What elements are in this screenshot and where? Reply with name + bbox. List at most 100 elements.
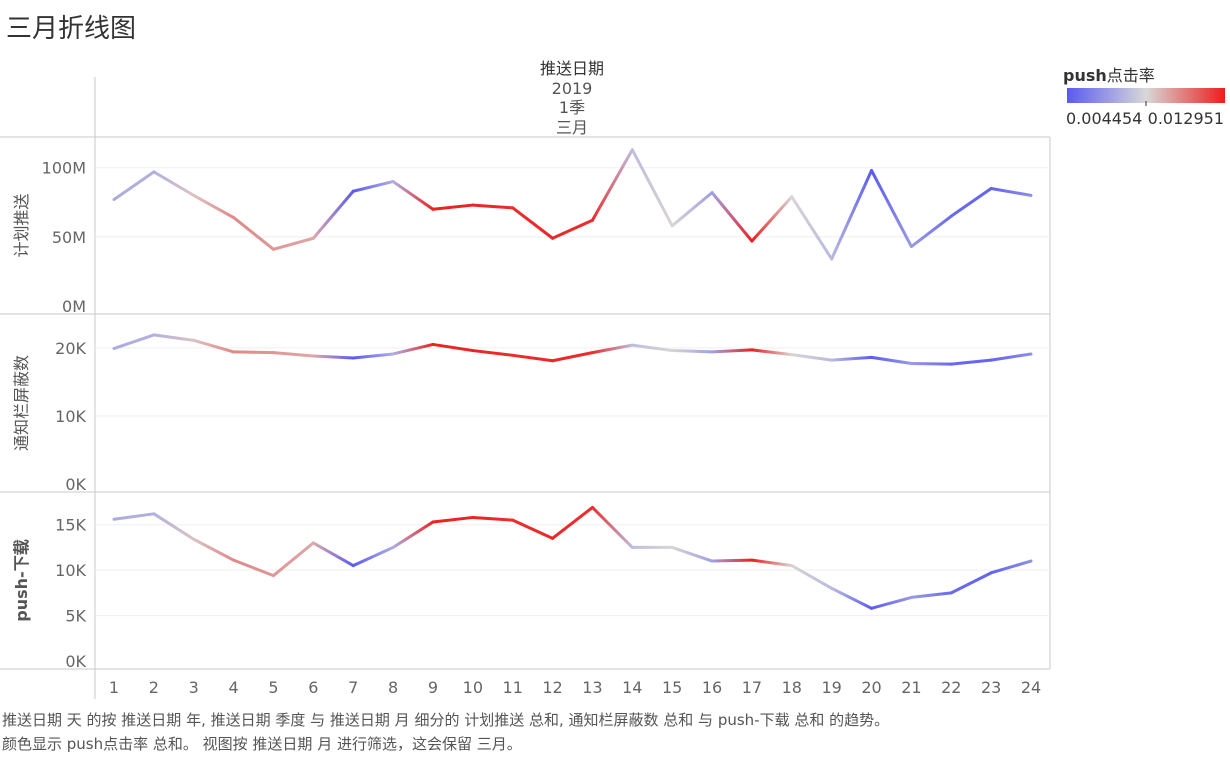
- y-axis-label: 通知栏屏蔽数: [12, 355, 31, 451]
- line-segment: [909, 361, 953, 366]
- line-segment: [192, 338, 236, 354]
- x-tick-label: 17: [742, 678, 762, 697]
- line-segment: [750, 195, 794, 243]
- line-segment: [351, 180, 395, 193]
- x-tick-label: 20: [861, 678, 881, 697]
- line-segment: [790, 195, 834, 261]
- line-segment: [471, 349, 515, 357]
- x-tick-label: 1: [109, 678, 119, 697]
- y-tick-label: 50M: [52, 228, 86, 247]
- line-segment: [152, 333, 196, 342]
- y-tick-label: 10K: [55, 407, 86, 426]
- line-segment: [311, 354, 355, 360]
- x-tick-label: 12: [542, 678, 562, 697]
- color-legend: push点击率 0.004454 0.012951: [1063, 66, 1225, 128]
- x-tick-label: 19: [821, 678, 841, 697]
- line-segment: [551, 351, 594, 363]
- line-segment: [590, 505, 634, 549]
- header-field: 推送日期: [540, 59, 604, 78]
- y-tick-label: 0M: [62, 297, 86, 316]
- x-tick-label: 16: [702, 678, 722, 697]
- line-segment: [192, 537, 236, 562]
- line-segment: [271, 351, 315, 358]
- line-segment: [431, 342, 475, 353]
- x-tick-label: 23: [981, 678, 1001, 697]
- panel-3: 0K 5K 10K 15K push-下载: [0, 505, 1050, 671]
- line-segment: [870, 355, 913, 365]
- x-tick-label: 11: [503, 678, 523, 697]
- header-month: 三月: [556, 118, 588, 137]
- x-tick-label: 6: [308, 678, 318, 697]
- x-tick-label: 14: [622, 678, 642, 697]
- y-axis-label: push-下载: [12, 539, 31, 621]
- line-segment: [710, 558, 754, 563]
- y-tick-label: 10K: [55, 561, 86, 580]
- line-segment: [830, 586, 874, 610]
- y-tick-label: 0K: [65, 475, 86, 494]
- panel-2: 0K 10K 20K 通知栏屏蔽数: [0, 333, 1050, 494]
- x-tick-label: 13: [582, 678, 602, 697]
- legend-title-rest: 点击率: [1107, 66, 1155, 85]
- line-segment: [870, 595, 913, 610]
- line-segment: [232, 216, 275, 251]
- line-segment: [989, 352, 1033, 362]
- line-segment: [232, 558, 275, 578]
- header-quarter: 1季: [559, 98, 585, 117]
- line-segment: [750, 348, 794, 357]
- panel-1: 0M 50M 100M 计划推送: [0, 148, 1050, 316]
- line-segment: [630, 343, 674, 353]
- line-segment: [989, 186, 1033, 197]
- line-segment: [152, 170, 196, 197]
- line-segment: [909, 214, 953, 249]
- line-segment: [391, 180, 435, 211]
- caption-line-1: 推送日期 天 的按 推送日期 年, 推送日期 季度 与 推送日期 月 细分的 计…: [2, 711, 890, 729]
- line-segment: [112, 333, 156, 351]
- line-segment: [431, 203, 475, 211]
- line-segment: [790, 564, 834, 590]
- line-segment: [152, 512, 196, 541]
- chart-caption: 推送日期 天 的按 推送日期 年, 推送日期 季度 与 推送日期 月 细分的 计…: [2, 708, 889, 756]
- line-segment: [551, 218, 594, 240]
- line-segment: [271, 236, 315, 251]
- x-tick-label: 18: [782, 678, 802, 697]
- x-axis: 1 2 3 4 5 6 7 8 9 10 11 12 13 14 15 16 17 18 19 20 21 22 23 24: [109, 678, 1041, 697]
- x-tick-label: 9: [428, 678, 438, 697]
- line-segment: [590, 343, 634, 355]
- x-tick-label: 10: [463, 678, 483, 697]
- line-segment: [471, 515, 515, 522]
- x-tick-label: 22: [941, 678, 961, 697]
- line-segment: [870, 169, 913, 249]
- line-segment: [710, 348, 754, 354]
- legend-max-label: 0.012951: [1148, 109, 1224, 128]
- y-tick-label: 100M: [42, 159, 86, 178]
- line-segment: [949, 358, 993, 366]
- line-segment: [112, 512, 156, 521]
- line-segment: [670, 545, 714, 563]
- x-tick-label: 4: [229, 678, 239, 697]
- line-segment: [830, 355, 874, 362]
- x-tick-label: 21: [901, 678, 921, 697]
- line-segment: [989, 559, 1033, 575]
- chart-panels: 0M 50M 100M 计划推送 0K 10K 20K 通知栏屏蔽数 0K 5K 10K 15K pus…: [0, 77, 1051, 699]
- line-segment: [511, 518, 555, 540]
- line-segment: [830, 169, 874, 261]
- line-segment: [391, 342, 435, 356]
- y-tick-label: 0K: [65, 652, 86, 671]
- x-tick-label: 5: [268, 678, 278, 697]
- line-segment: [790, 353, 834, 362]
- x-tick-label: 8: [388, 678, 398, 697]
- y-tick-label: 5K: [65, 607, 86, 626]
- line-segment: [271, 541, 315, 578]
- line-segment: [750, 558, 794, 568]
- line-segment: [710, 191, 754, 243]
- line-segment: [670, 191, 714, 228]
- chart-title: 三月折线图: [6, 14, 137, 44]
- x-tick-label: 24: [1021, 678, 1041, 697]
- line-segment: [192, 193, 236, 220]
- x-tick-label: 7: [348, 678, 358, 697]
- legend-color-ramp: [1067, 88, 1225, 103]
- y-tick-label: 20K: [55, 339, 86, 358]
- x-tick-label: 15: [662, 678, 682, 697]
- caption-line-2: 颜色显示 push点击率 总和。 视图按 推送日期 月 进行筛选，这会保留 三月…: [2, 735, 522, 753]
- line-segment: [112, 170, 156, 202]
